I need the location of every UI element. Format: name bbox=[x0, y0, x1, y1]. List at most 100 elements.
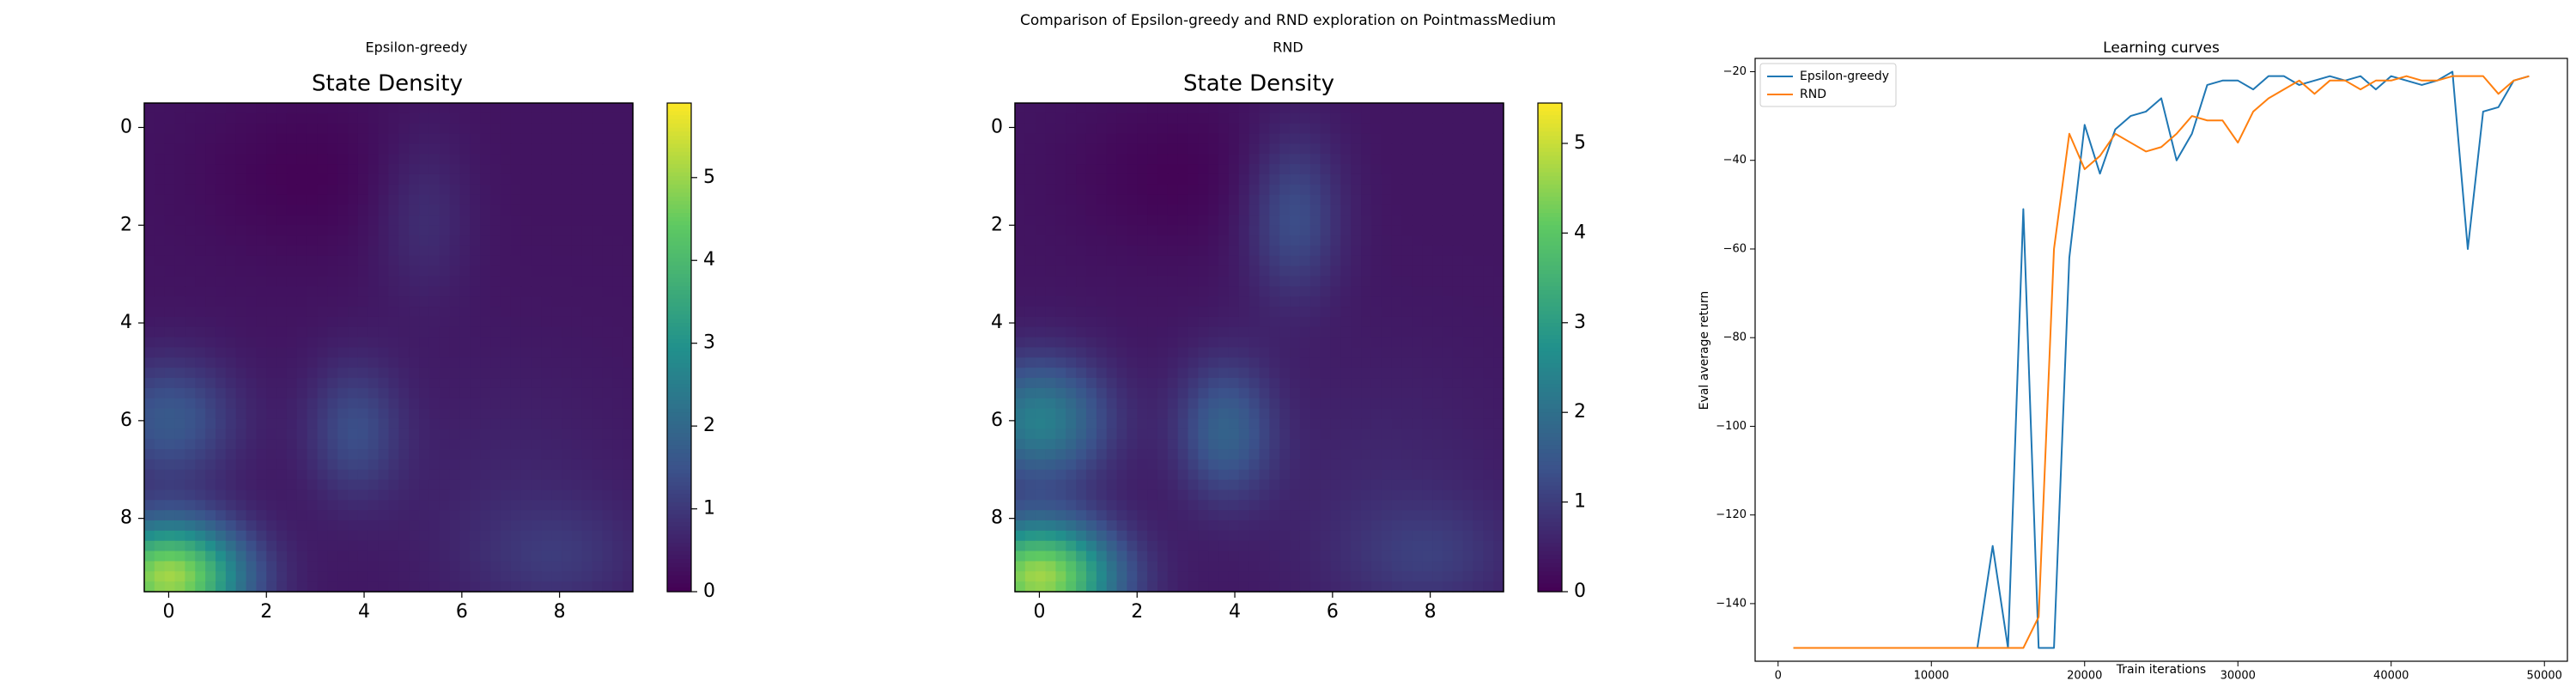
heatmap-cell bbox=[348, 500, 359, 511]
heatmap-cell bbox=[1259, 571, 1270, 582]
heatmap-cell bbox=[1024, 347, 1036, 358]
heatmap-cell bbox=[1370, 307, 1382, 318]
heatmap-cell bbox=[1320, 265, 1332, 277]
heatmap-cell bbox=[470, 429, 481, 440]
heatmap-cell bbox=[449, 255, 461, 267]
heatmap-cell bbox=[388, 418, 399, 429]
heatmap-cell bbox=[388, 173, 399, 185]
colorbar-segment bbox=[1538, 392, 1562, 397]
x-tick-label: 30000 bbox=[2221, 670, 2256, 683]
heatmap-cell bbox=[470, 581, 481, 593]
heatmap-cell bbox=[1320, 225, 1332, 236]
heatmap-cell bbox=[1167, 540, 1179, 552]
heatmap-cell bbox=[592, 296, 604, 307]
heatmap-cell bbox=[215, 540, 227, 552]
heatmap-cell bbox=[185, 581, 196, 593]
heatmap-cell bbox=[1432, 439, 1443, 450]
heatmap-cell bbox=[1157, 112, 1169, 125]
heatmap-cell bbox=[419, 123, 430, 135]
heatmap-cell bbox=[623, 194, 634, 206]
heatmap-cell bbox=[520, 326, 532, 338]
heatmap-cell bbox=[470, 184, 481, 196]
heatmap-cell bbox=[1045, 418, 1057, 429]
heatmap-cell bbox=[327, 449, 338, 460]
heatmap-cell bbox=[1442, 530, 1454, 542]
y-tick-label: −100 bbox=[1716, 420, 1747, 433]
heatmap-cell bbox=[317, 123, 328, 135]
heatmap-cell bbox=[602, 103, 613, 114]
heatmap-cell bbox=[1279, 204, 1291, 216]
heatmap-cell bbox=[531, 337, 542, 349]
heatmap-cell bbox=[1035, 429, 1047, 440]
heatmap-cell bbox=[1391, 510, 1403, 521]
heatmap-cell bbox=[428, 296, 440, 307]
heatmap-cell bbox=[470, 489, 481, 501]
heatmap-cell bbox=[1116, 530, 1127, 542]
heatmap-cell bbox=[1076, 489, 1087, 501]
heatmap-cell bbox=[1198, 184, 1209, 196]
heatmap-cell bbox=[1127, 387, 1138, 399]
heatmap-cell bbox=[1045, 398, 1057, 410]
heatmap-cell bbox=[602, 439, 613, 450]
heatmap-cell bbox=[1340, 520, 1352, 532]
heatmap-cell bbox=[1401, 173, 1413, 185]
heatmap-cell bbox=[1452, 571, 1464, 582]
heatmap-cell bbox=[1361, 500, 1372, 511]
heatmap-cell bbox=[1351, 164, 1362, 175]
heatmap-cell bbox=[1228, 489, 1240, 501]
heatmap-cell bbox=[266, 286, 277, 297]
heatmap-cell bbox=[1370, 479, 1382, 491]
heatmap-cell bbox=[348, 307, 359, 318]
heatmap-cell bbox=[164, 520, 176, 532]
heatmap-cell bbox=[1279, 225, 1291, 236]
heatmap-cell bbox=[1188, 408, 1199, 420]
heatmap-cell bbox=[1309, 530, 1321, 542]
heatmap-cell bbox=[500, 296, 512, 307]
heatmap-cell bbox=[1351, 581, 1362, 593]
heatmap-cell bbox=[1473, 296, 1484, 307]
heatmap-cell bbox=[409, 296, 420, 307]
colorbar-segment bbox=[667, 172, 691, 177]
heatmap-cell bbox=[1340, 326, 1352, 338]
heatmap-cell bbox=[419, 469, 430, 481]
heatmap-cell bbox=[195, 296, 206, 307]
heatmap-cell bbox=[562, 255, 573, 267]
heatmap-cell bbox=[246, 561, 257, 572]
heatmap-cell bbox=[1351, 225, 1362, 236]
colorbar-segment bbox=[1538, 307, 1562, 312]
heatmap-cell bbox=[144, 103, 155, 114]
heatmap-cell bbox=[1452, 469, 1464, 481]
heatmap-cell bbox=[205, 479, 216, 491]
heatmap-cell bbox=[235, 449, 247, 460]
heatmap-cell bbox=[500, 204, 512, 216]
heatmap-cell bbox=[602, 326, 613, 338]
heatmap-cell bbox=[1045, 255, 1057, 267]
heatmap-cell bbox=[1055, 123, 1066, 135]
heatmap-cell bbox=[357, 429, 369, 440]
heatmap-cell bbox=[1493, 276, 1504, 287]
heatmap-cell bbox=[1076, 103, 1087, 114]
colorbar-segment bbox=[1538, 209, 1562, 214]
heatmap-cell bbox=[1351, 103, 1362, 114]
heatmap-cell bbox=[562, 112, 573, 125]
heatmap-cell bbox=[154, 408, 166, 420]
heatmap-cell bbox=[225, 449, 237, 460]
heatmap-cell bbox=[144, 245, 155, 257]
heatmap-cell bbox=[1238, 500, 1250, 511]
colorbar-segment bbox=[667, 323, 691, 328]
heatmap-cell bbox=[276, 164, 288, 175]
heatmap-cell bbox=[520, 368, 532, 379]
heatmap-cell bbox=[1351, 500, 1362, 511]
heatmap-cell bbox=[1106, 307, 1118, 318]
heatmap-cell bbox=[1351, 469, 1362, 481]
heatmap-cell bbox=[286, 510, 298, 521]
heatmap-cell bbox=[1412, 194, 1423, 206]
heatmap-cell bbox=[1473, 164, 1484, 175]
colorbar-segment bbox=[667, 241, 691, 246]
heatmap-cell bbox=[1412, 500, 1423, 511]
heatmap-cell bbox=[1340, 489, 1352, 501]
heatmap-cell bbox=[1228, 581, 1240, 593]
heatmap-cell bbox=[1177, 265, 1189, 277]
heatmap-cell bbox=[1452, 459, 1464, 471]
heatmap-cell bbox=[1462, 387, 1474, 399]
